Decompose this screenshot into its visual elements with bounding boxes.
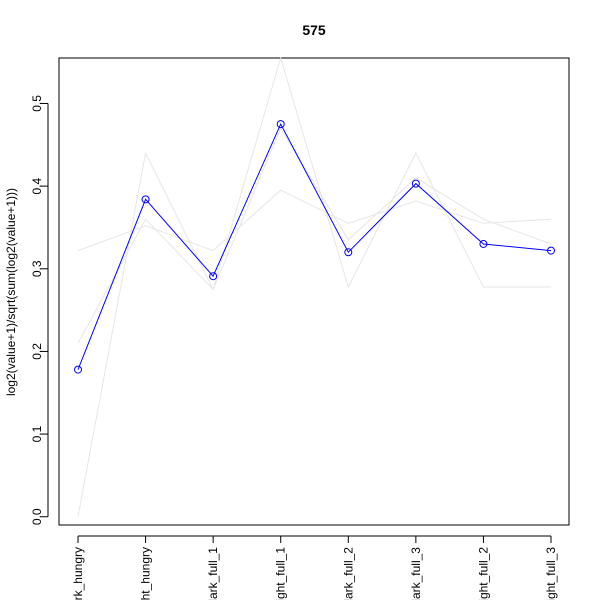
- y-tick-label: 0.1: [30, 425, 44, 442]
- x-axis: ark_hungry ght_hungry dark_full_1 light_ful…: [71, 535, 558, 600]
- y-tick-label: 0.0: [30, 508, 44, 525]
- x-tick-label: light_full_1: [274, 547, 288, 600]
- y-tick-label: 0.3: [30, 260, 44, 277]
- main-series-line: [77, 122, 552, 370]
- background-series-line-1: [77, 56, 551, 517]
- x-tick-label: dark_full_1: [206, 547, 220, 600]
- y-tick-label: 0.2: [30, 343, 44, 360]
- y-tick-label: 0.5: [30, 95, 44, 112]
- data-point: [344, 248, 353, 257]
- data-point: [141, 195, 150, 204]
- main-series: [74, 120, 555, 374]
- background-series-lines: [77, 56, 552, 517]
- background-series-line-3: [77, 127, 552, 344]
- x-tick-label: light_full_2: [476, 547, 490, 600]
- y-axis: 0.0 0.1 0.2 0.3 0.4 0.5: [30, 95, 49, 525]
- data-point: [479, 239, 488, 248]
- data-point: [74, 365, 82, 374]
- data-point: [209, 272, 218, 281]
- background-series-line-2: [77, 189, 552, 252]
- x-tick-label: ght_hungry: [139, 547, 153, 600]
- x-tick-label: dark_full_2: [341, 547, 355, 600]
- plot-frame: [58, 57, 570, 526]
- chart-title: 575: [302, 22, 326, 38]
- data-point: [411, 179, 420, 188]
- y-axis-label: log2(value+1)/sqrt(sum(log2(value+1))): [4, 188, 18, 396]
- data-point: [547, 246, 555, 255]
- y-tick-label: 0.4: [30, 177, 44, 194]
- data-point: [276, 120, 285, 129]
- x-tick-label: light_full_3: [544, 547, 558, 600]
- x-tick-label: ark_hungry: [71, 547, 85, 600]
- x-tick-label: dark_full_3: [409, 547, 423, 600]
